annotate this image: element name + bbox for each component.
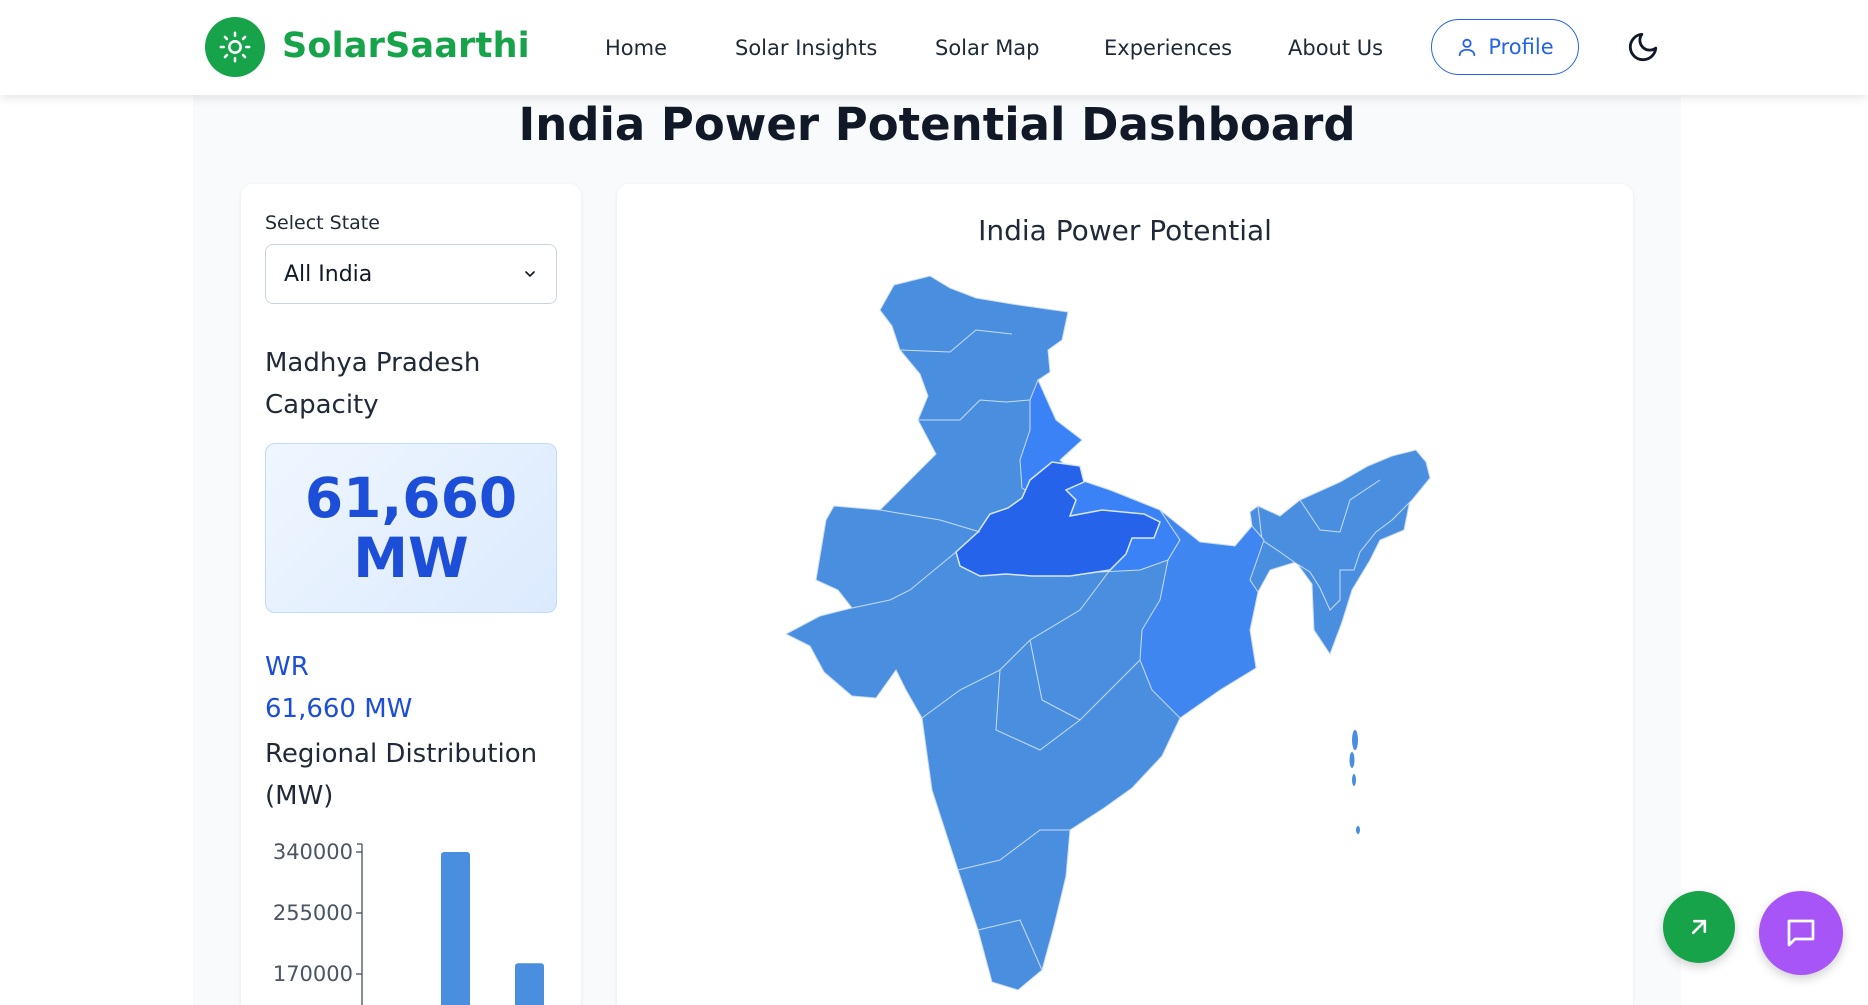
nav-link-solar-map[interactable]: Solar Map xyxy=(935,36,1040,60)
region-code: WR xyxy=(265,652,309,682)
chat-icon xyxy=(1787,919,1815,947)
navbar: SolarSaarthi Home Solar Insights Solar M… xyxy=(0,0,1868,95)
arrow-up-right-icon xyxy=(1691,919,1707,935)
y-tick-label: 340000 xyxy=(273,840,353,864)
state-borders xyxy=(851,329,1381,971)
region-value: 61,660 MW xyxy=(265,694,413,724)
sun-icon[interactable] xyxy=(205,17,265,77)
nav-link-solar-insights[interactable]: Solar Insights xyxy=(735,36,878,60)
capacity-title: Madhya Pradesh Capacity xyxy=(265,348,481,420)
nav-link-home[interactable]: Home xyxy=(605,36,668,60)
page-title: India Power Potential Dashboard xyxy=(518,98,1356,151)
north-east-region[interactable] xyxy=(1257,449,1431,611)
nav-link-about-us[interactable]: About Us xyxy=(1288,36,1384,60)
capacity-value: 61,660 MW xyxy=(304,466,518,590)
chat-button[interactable] xyxy=(1759,891,1843,975)
map-title: India Power Potential xyxy=(978,214,1272,247)
india-map[interactable] xyxy=(780,270,1480,1005)
chevron-down-icon xyxy=(525,271,535,278)
chart-bar[interactable] xyxy=(441,852,470,1005)
user-icon xyxy=(1459,38,1476,57)
chart-bar[interactable] xyxy=(515,963,544,1005)
y-tick-label: 255000 xyxy=(273,901,353,925)
india-mainland[interactable] xyxy=(784,275,1411,991)
capacity-card: 61,660 MW xyxy=(265,443,557,613)
distribution-title: Regional Distribution (MW) xyxy=(265,739,538,811)
state-select-value: All India xyxy=(284,261,373,287)
brand-name[interactable]: SolarSaarthi xyxy=(282,26,530,66)
state-select[interactable]: All India xyxy=(265,244,557,304)
profile-button[interactable]: Profile xyxy=(1431,19,1579,75)
nav-link-experiences[interactable]: Experiences xyxy=(1104,36,1233,60)
y-tick-label: 170000 xyxy=(273,962,353,986)
east-region[interactable] xyxy=(1139,509,1265,719)
profile-label: Profile xyxy=(1488,35,1554,59)
select-state-label: Select State xyxy=(265,212,380,234)
open-external-button[interactable] xyxy=(1663,891,1735,963)
andaman-islands xyxy=(1349,730,1360,834)
regional-distribution-chart: 340000 255000 170000 xyxy=(273,840,544,1005)
moon-icon[interactable] xyxy=(1626,30,1660,64)
